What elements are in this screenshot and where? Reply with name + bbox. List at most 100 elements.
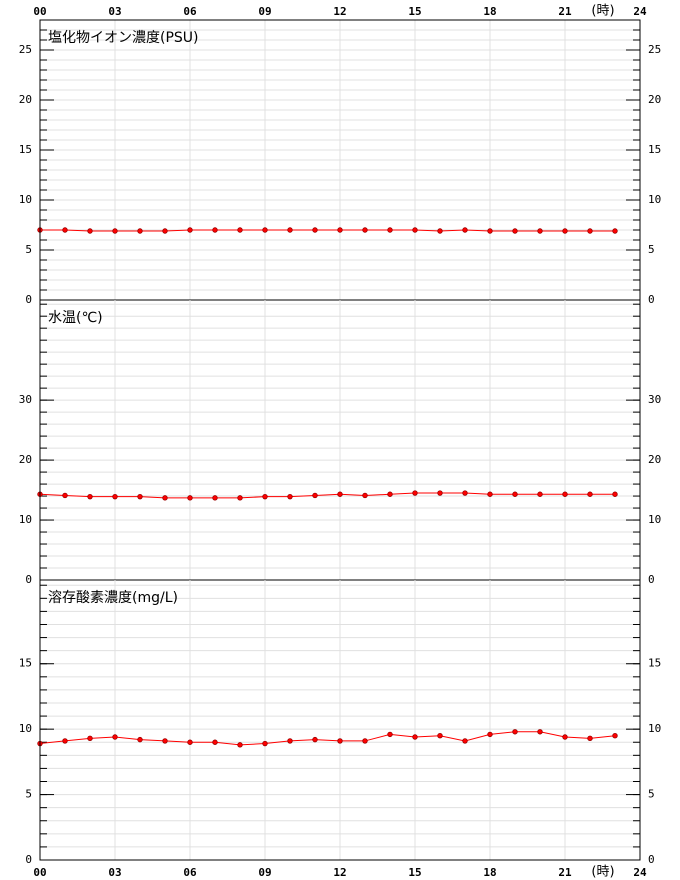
data-point	[512, 729, 518, 735]
x-tick-label: 00	[33, 866, 46, 879]
data-point	[87, 228, 93, 234]
y-tick-label: 5	[648, 243, 655, 256]
series-line	[39, 731, 616, 746]
y-tick-label: 0	[648, 853, 655, 866]
data-point	[137, 493, 143, 500]
data-point	[437, 490, 443, 496]
data-point	[187, 495, 193, 501]
data-point	[537, 729, 543, 735]
x-tick-label: 09	[258, 866, 271, 879]
data-point	[262, 740, 268, 747]
data-point	[562, 228, 568, 234]
data-point	[187, 739, 193, 745]
x-tick-label: 24	[633, 866, 647, 879]
x-tick-label: 18	[483, 866, 496, 879]
y-tick-label: 0	[25, 573, 32, 586]
x-tick-label: 15	[408, 866, 421, 879]
x-tick-label: 18	[483, 5, 496, 18]
y-tick-label: 10	[19, 722, 32, 735]
data-point	[437, 228, 443, 234]
x-tick-label: 21	[558, 866, 572, 879]
data-point	[312, 227, 318, 233]
data-point	[412, 734, 418, 740]
data-point	[462, 738, 468, 744]
x-tick-label: 09	[258, 5, 271, 18]
data-point	[337, 738, 343, 744]
x-tick-label: 12	[333, 866, 346, 879]
x-tick-label: 03	[108, 5, 121, 18]
y-tick-label: 10	[648, 722, 661, 735]
panel-title: 水温(℃)	[48, 310, 103, 326]
data-point	[62, 738, 68, 744]
data-point	[562, 734, 568, 740]
data-point	[237, 227, 243, 233]
y-tick-label: 15	[19, 143, 32, 156]
y-tick-label: 20	[648, 93, 661, 106]
plot-frame	[39, 19, 641, 861]
x-tick-label: 03	[108, 866, 121, 879]
data-point	[337, 491, 343, 497]
data-point	[612, 491, 618, 497]
data-point	[112, 493, 118, 500]
data-point	[512, 228, 518, 234]
data-point	[587, 735, 593, 742]
panel-title: 溶存酸素濃度(mg/L)	[48, 590, 178, 606]
data-point	[62, 492, 68, 499]
x-unit: (時)	[591, 865, 614, 880]
y-tick-label: 30	[648, 393, 661, 406]
data-point	[112, 734, 118, 740]
data-point	[512, 491, 518, 497]
data-point	[437, 733, 443, 739]
data-point	[587, 491, 593, 497]
data-point	[587, 228, 593, 234]
data-point	[537, 491, 543, 497]
data-point	[287, 493, 293, 500]
data-point	[487, 731, 493, 738]
y-tick-label: 25	[648, 43, 661, 56]
data-point	[462, 227, 468, 233]
data-point	[312, 736, 318, 743]
data-point	[162, 495, 168, 501]
y-tick-label: 5	[25, 788, 32, 801]
data-point	[487, 228, 493, 234]
data-point	[162, 738, 168, 744]
data-point	[162, 228, 168, 234]
data-point	[612, 733, 618, 739]
data-point	[537, 228, 543, 234]
y-tick-label: 20	[648, 453, 661, 466]
data-point	[237, 742, 243, 748]
y-tick-label: 25	[19, 43, 32, 56]
x-tick-label: 06	[183, 5, 197, 18]
data-point	[412, 227, 418, 233]
panel-title: 塩化物イオン濃度(PSU)	[48, 30, 199, 46]
data-point	[562, 491, 568, 497]
data-point	[212, 495, 218, 501]
y-tick-label: 0	[25, 853, 32, 866]
data-point	[287, 738, 293, 744]
x-tick-label: 15	[408, 5, 421, 18]
data-point	[362, 492, 368, 499]
data-point	[237, 495, 243, 501]
x-tick-label: 21	[558, 5, 572, 18]
data-point	[87, 493, 93, 500]
data-point	[262, 493, 268, 500]
y-tick-label: 0	[648, 573, 655, 586]
data-point	[387, 731, 393, 738]
data-point	[362, 738, 368, 744]
x-tick-label: 24	[633, 5, 647, 18]
y-tick-label: 15	[19, 657, 32, 670]
data-point	[287, 227, 293, 233]
data-point	[387, 491, 393, 497]
y-tick-label: 5	[25, 243, 32, 256]
data-point	[137, 228, 143, 234]
y-tick-label: 20	[19, 93, 32, 106]
data-point	[362, 227, 368, 233]
x-tick-label: 06	[183, 866, 197, 879]
data-point	[387, 227, 393, 233]
series-line	[40, 229, 615, 232]
y-tick-label: 30	[19, 393, 32, 406]
data-point	[462, 490, 468, 496]
series-line	[39, 492, 615, 499]
